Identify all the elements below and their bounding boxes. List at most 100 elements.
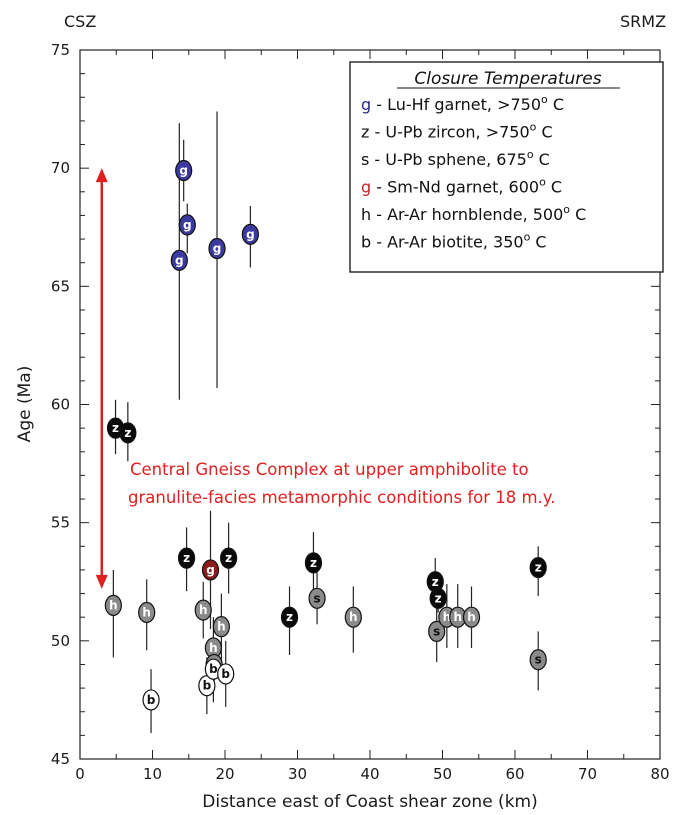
legend-symbol: z [361,123,369,142]
data-point-g: g [201,559,220,581]
legend-degree: o [527,148,534,161]
point-marker [104,594,122,616]
legend-unit: C [548,95,564,114]
legend-label: - U-Pb sphene, 675 [369,150,527,169]
point-marker [308,587,326,609]
legend-unit: C [546,178,562,197]
legend-degree: o [563,203,570,216]
legend-label: - Ar-Ar hornblende, 500 [371,205,563,224]
data-point-z: z [177,547,196,569]
point-label: h [443,610,452,624]
legend-unit: C [534,150,550,169]
point-marker [170,249,188,271]
point-marker [428,620,446,642]
data-point-h: h [462,606,481,628]
data-point-g: g [170,249,188,271]
legend-degree: o [541,93,548,106]
annotation-line-2: granulite-facies metamorphic conditions … [128,488,555,507]
y-tick-label: 55 [51,514,70,532]
point-label: h [199,603,208,617]
y-tick-label: 65 [51,277,70,295]
point-marker [201,559,220,581]
point-label: z [432,575,439,589]
point-marker [304,552,323,574]
range-arrow-head-top [95,168,108,183]
y-tick-label: 75 [51,41,70,59]
point-marker [178,214,196,236]
legend-entry: h - Ar-Ar hornblende, 500o C [361,203,586,224]
data-point-h: h [138,601,156,624]
data-point-z: z [119,422,137,444]
point-label: s [535,653,542,667]
data-point-s: s [428,620,446,642]
point-label: h [217,620,226,634]
legend: Closure Temperatures g - Lu-Hf garnet, >… [349,61,664,273]
data-point-g: g [175,159,193,182]
point-label: h [467,610,476,624]
point-label: h [109,598,118,612]
x-tick-label: 20 [215,765,234,783]
legend-unit: C [536,123,552,142]
point-marker [175,159,193,182]
data-point-s: s [529,649,547,671]
point-marker [194,599,212,621]
point-label: b [203,679,212,693]
point-marker [344,606,362,628]
point-marker [429,587,447,609]
point-label: g [183,218,192,232]
point-label: z [112,421,119,435]
legend-entries: g - Lu-Hf garnet, >750o Cz - U-Pb zircon… [361,93,586,252]
y-tick-label: 70 [51,159,70,177]
point-label: h [209,641,218,655]
data-point-b: b [217,663,235,685]
data-point-g: g [208,237,226,260]
point-marker [212,616,230,638]
legend-label: - U-Pb zircon, >750 [369,123,529,142]
x-tick-label: 60 [505,765,524,783]
point-marker [220,547,238,569]
x-tick-label: 70 [578,765,597,783]
point-marker [217,663,235,685]
data-point-s: s [308,587,326,609]
point-marker [280,606,299,628]
legend-entry: g - Sm-Nd garnet, 600o C [361,176,562,197]
legend-symbol: h [361,205,371,224]
data-point-b: b [142,689,160,711]
legend-unit: C [530,233,546,252]
point-label: b [147,693,156,707]
x-tick-label: 50 [433,765,452,783]
point-marker [138,601,156,624]
point-label: h [142,605,151,619]
point-marker [241,223,259,245]
legend-title: Closure Temperatures [414,69,601,89]
data-point-z: z [280,606,299,628]
point-label: z [183,551,190,565]
point-label: s [313,591,320,605]
data-point-z: z [429,587,447,609]
data-point-h: h [204,637,222,659]
point-label: g [206,563,215,577]
point-label: b [221,667,230,681]
data-point-h: h [344,606,362,628]
csz-label: CSZ [64,12,96,31]
x-axis-title: Distance east of Coast shear zone (km) [202,792,537,812]
data-point-g: g [241,223,259,245]
point-label: z [535,561,542,575]
data-point-h: h [194,599,212,621]
legend-label: - Lu-Hf garnet, >750 [371,95,541,114]
point-label: z [286,610,293,624]
point-marker [529,649,547,671]
legend-degree: o [530,121,537,134]
data-point-z: z [529,556,547,579]
point-label: z [310,556,317,570]
data-point-h: h [104,594,122,616]
legend-symbol: g [361,178,371,197]
legend-entry: z - U-Pb zircon, >750o C [361,121,553,142]
annotation-group: Central Gneiss Complex at upper amphibol… [95,168,555,589]
point-label: z [225,551,232,565]
srmz-label: SRMZ [620,12,666,31]
y-tick-label: 50 [51,632,70,650]
y-tick-label: 60 [51,396,70,414]
point-label: s [433,624,440,638]
